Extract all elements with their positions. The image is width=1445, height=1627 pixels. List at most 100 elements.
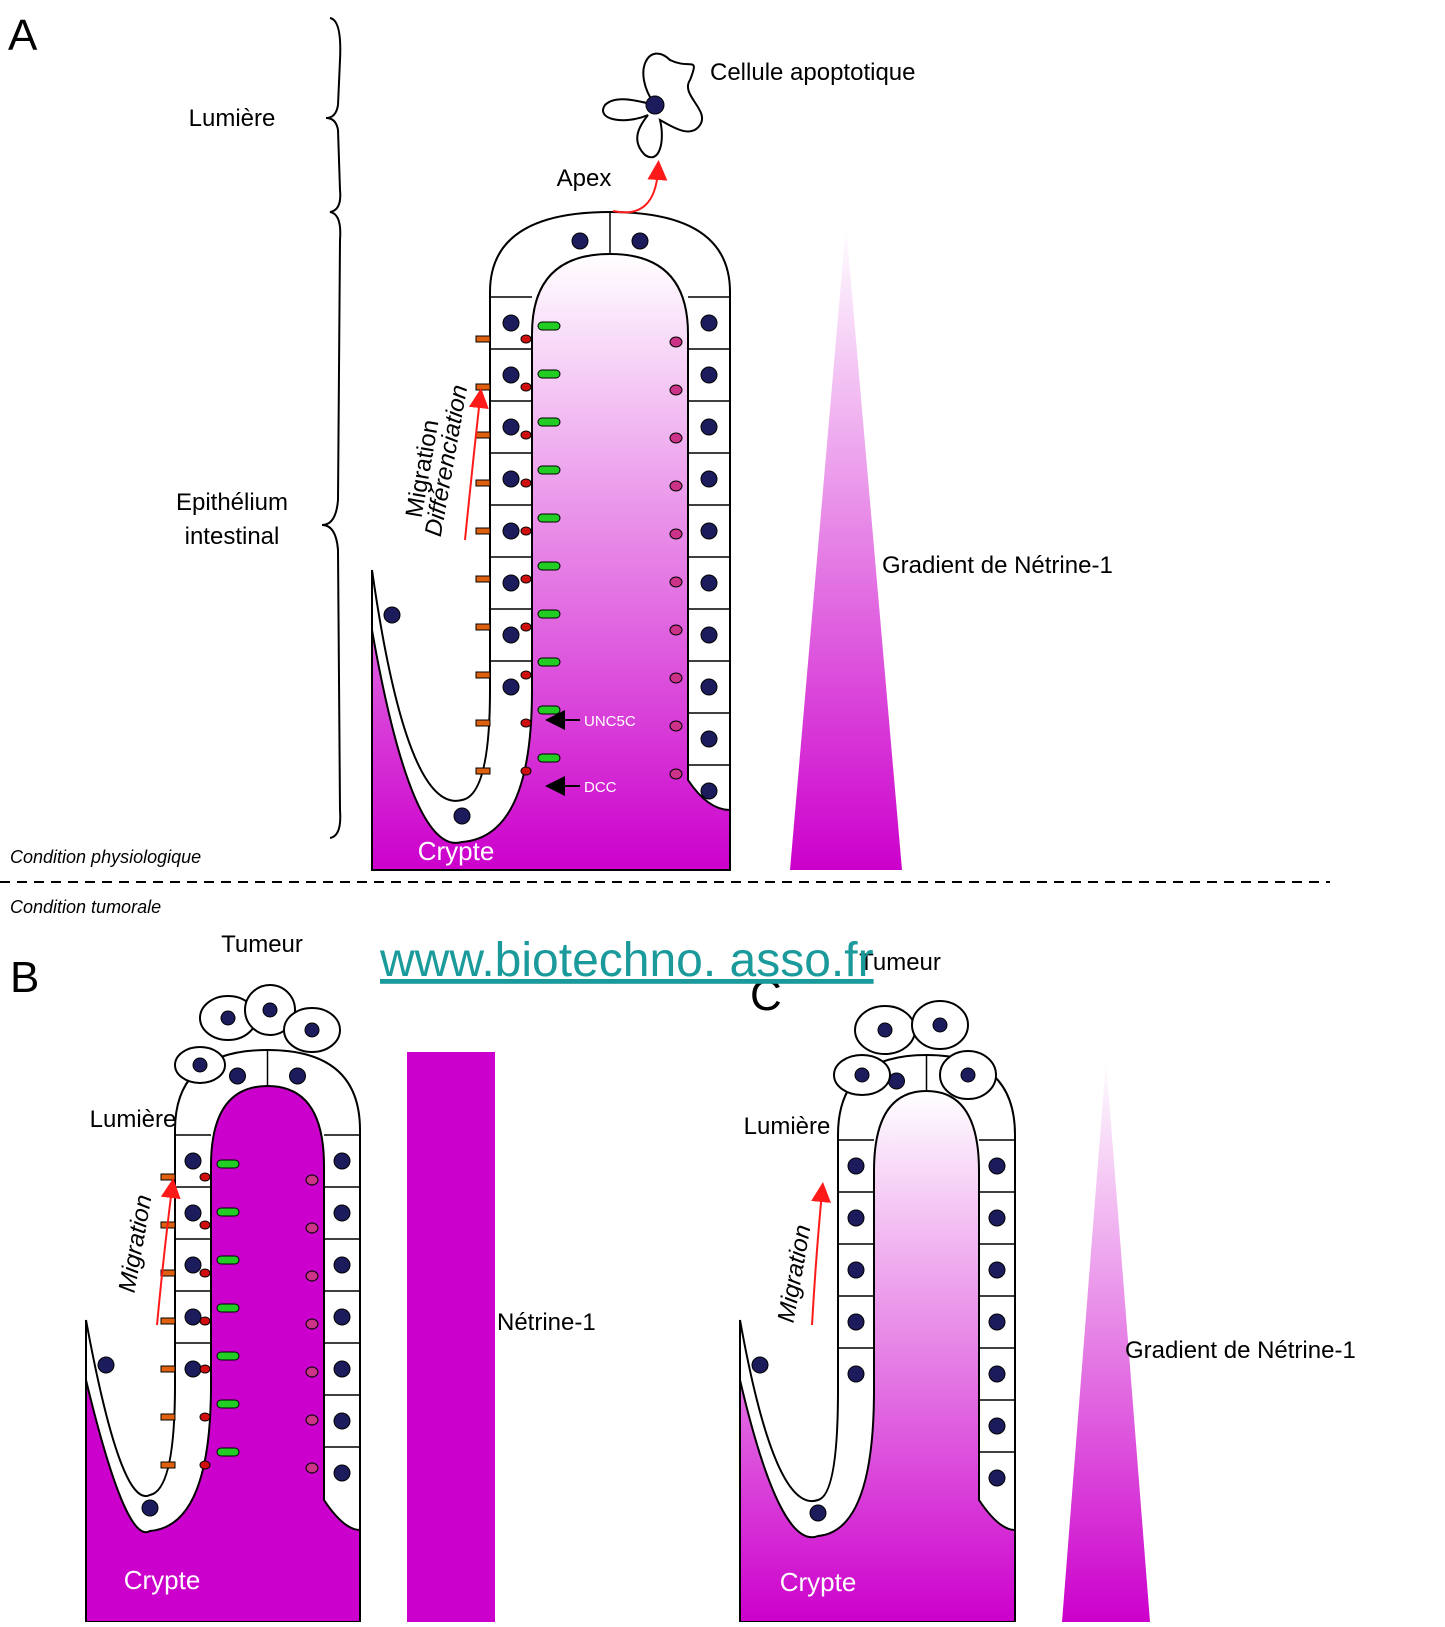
receptor [305,1462,319,1474]
receptor [537,321,561,331]
crypt-label: Crypte [124,1565,201,1595]
nucleus [700,314,718,332]
brace [321,17,342,839]
lumen-label: Lumière [189,105,276,132]
receptor [537,705,561,715]
receptor [537,561,561,571]
receptor [216,1159,240,1169]
receptor [475,671,491,679]
receptor [537,417,561,427]
receptor [216,1255,240,1265]
nucleus [184,1360,202,1378]
epithelium-label: intestinal [185,523,280,550]
receptor-label: UNC5C [584,713,636,730]
nucleus [847,1261,865,1279]
receptor [160,1269,176,1277]
receptor [520,670,532,680]
receptor [669,384,683,396]
lumen-label: Lumière [90,1106,177,1133]
lamina-propria [739,1089,1016,1623]
nucleus [192,1057,208,1073]
nucleus [847,1313,865,1331]
arrow [464,388,489,541]
receptor [475,383,491,391]
apoptotic-label: Cellule apoptotique [710,59,916,86]
receptor [160,1413,176,1421]
nucleus [262,1002,278,1018]
receptor [669,432,683,444]
apex-label: Apex [557,165,612,192]
shapes [85,210,1016,1623]
receptor [160,1173,176,1181]
nucleus [333,1152,351,1170]
nucleus [631,232,649,250]
nucleus [988,1365,1006,1383]
receptor [305,1318,319,1330]
arrow [811,1182,832,1326]
receptor [520,334,532,344]
nucleus [502,626,520,644]
nucleus [700,366,718,384]
lumen-label: Lumière [744,1113,831,1140]
receptor [305,1270,319,1282]
migration-label: Migration [114,1193,158,1295]
panel-letter: B [10,953,39,1002]
netrin-bar [407,1052,495,1622]
nucleus [960,1067,976,1083]
nucleus [988,1261,1006,1279]
receptor [199,1316,211,1326]
receptor [475,527,491,535]
gradient-triangle [1062,1060,1150,1622]
receptor [669,768,683,780]
nucleus [502,574,520,592]
receptor [537,609,561,619]
nucleus [700,470,718,488]
condition-label: Condition physiologique [10,847,201,867]
nucleus [847,1209,865,1227]
receptor [199,1364,211,1374]
receptor [669,480,683,492]
tumor-label: Tumeur [859,949,941,976]
nucleus [751,1356,769,1374]
nucleus [700,626,718,644]
nucleus [700,678,718,696]
watermark: www.biotechno. asso.fr [379,934,874,987]
nucleus [502,314,520,332]
receptor-label: DCC [584,779,617,796]
receptor [475,575,491,583]
receptor [520,526,532,536]
receptor [537,657,561,667]
receptor [669,672,683,684]
receptor [305,1222,319,1234]
nucleus [383,606,401,624]
nucleus [502,418,520,436]
nucleus [502,470,520,488]
migration-label: Migration [773,1223,817,1325]
nucleus [229,1067,246,1085]
gradient-triangle [790,225,902,870]
nucleus [988,1157,1006,1175]
nucleus [333,1360,351,1378]
receptor [669,528,683,540]
nucleus [304,1022,320,1038]
receptor [537,753,561,763]
receptor [216,1303,240,1313]
nucleus [932,1017,948,1033]
nucleus [700,418,718,436]
receptor [216,1447,240,1457]
receptor [305,1366,319,1378]
nucleus [141,1499,159,1517]
receptor [669,720,683,732]
receptor [475,479,491,487]
receptor [669,576,683,588]
nucleus [289,1067,306,1085]
netrin-label: Nétrine-1 [497,1309,596,1336]
arrow [156,1178,181,1326]
receptor [475,335,491,343]
nucleus [877,1022,893,1038]
nucleus [453,807,471,825]
nucleus [700,782,718,800]
receptor [475,431,491,439]
nucleus [809,1504,827,1522]
receptor [537,369,561,379]
